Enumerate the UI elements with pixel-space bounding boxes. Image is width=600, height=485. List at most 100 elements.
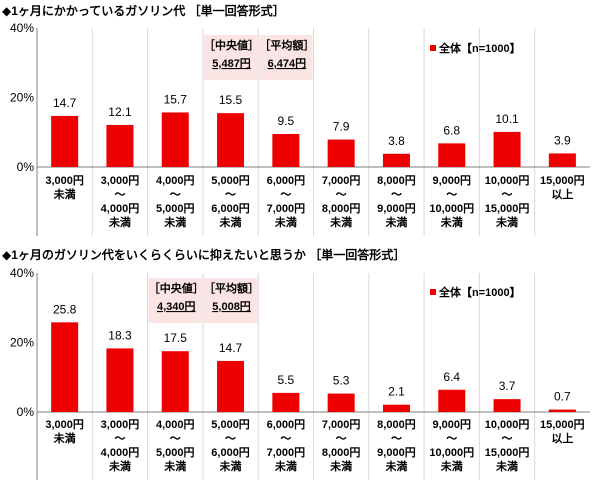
annotation-label: ［平均額］: [204, 281, 259, 295]
bar: [217, 360, 245, 412]
annotation-value: 5,487円: [212, 57, 251, 70]
bar: [382, 153, 410, 167]
x-tick-label: ～: [336, 433, 347, 445]
data-label: 9.5: [278, 114, 295, 128]
bar: [548, 153, 576, 167]
x-tick-label: 15,000円: [540, 418, 585, 431]
x-tick-label: 8,000円: [377, 418, 416, 431]
x-tick-label: 未満: [274, 215, 297, 229]
bar: [51, 322, 79, 412]
x-tick-label: 5,000円: [156, 202, 195, 215]
data-label: 12.1: [108, 105, 132, 119]
legend-label: 全体【n=1000】: [438, 285, 521, 299]
x-tick-label: 未満: [219, 459, 242, 473]
x-tick-label: 未満: [329, 215, 352, 229]
x-tick-label: ～: [502, 433, 513, 445]
x-tick-label: 6,000円: [211, 202, 250, 215]
chart-title: ◆1ヶ月にかかっているガソリン代 ［単一回答形式］: [2, 3, 285, 18]
x-tick-label: 3,000円: [45, 418, 84, 431]
chart-title: ◆1ヶ月のガソリン代をいくらくらいに抑えたいと思うか ［単一回答形式］: [2, 247, 405, 262]
x-tick-label: ～: [170, 433, 181, 445]
x-tick-label: ～: [391, 189, 402, 201]
x-tick-label: 未満: [53, 187, 76, 201]
x-tick-label: 未満: [440, 215, 463, 229]
bar: [161, 112, 189, 167]
x-tick-label: ～: [225, 189, 236, 201]
x-tick-label: 未満: [163, 215, 186, 229]
annotation-label: ［中央値］: [149, 281, 204, 295]
bar: [106, 348, 134, 412]
x-tick-label: 未満: [108, 215, 131, 229]
x-tick-label: 4,000円: [101, 202, 140, 215]
data-label: 10.1: [495, 112, 519, 126]
x-tick-label: 7,000円: [267, 446, 306, 459]
x-tick-label: ～: [114, 189, 125, 201]
bar: [272, 133, 300, 167]
bar: [382, 404, 410, 412]
x-tick-label: 6,000円: [211, 446, 250, 459]
data-label: 3.7: [499, 379, 516, 393]
annotation-box: [203, 35, 258, 80]
x-tick-label: 5,000円: [211, 174, 250, 187]
data-label: 7.9: [333, 120, 350, 134]
legend-label: 全体【n=1000】: [438, 41, 521, 55]
data-label: 0.7: [554, 390, 571, 404]
x-tick-label: 4,000円: [101, 446, 140, 459]
x-tick-label: 8,000円: [322, 202, 361, 215]
legend-swatch: [430, 45, 436, 51]
annotation-box: [148, 278, 202, 323]
x-tick-label: 未満: [384, 215, 407, 229]
x-tick-label: 未満: [108, 459, 131, 473]
x-tick-label: 未満: [53, 431, 76, 445]
data-label: 25.8: [53, 302, 77, 316]
x-tick-label: ～: [502, 189, 513, 201]
bar: [493, 399, 521, 412]
x-tick-label: 15,000円: [540, 174, 585, 187]
data-label: 14.7: [53, 96, 77, 110]
bar: [327, 393, 355, 412]
x-tick-label: 未満: [274, 459, 297, 473]
y-tick-label: 20%: [10, 336, 34, 350]
legend-swatch: [430, 289, 436, 295]
data-label: 6.8: [443, 123, 460, 137]
annotation-value: 6,474円: [268, 57, 307, 70]
bar: [438, 143, 466, 167]
x-tick-label: 未満: [219, 215, 242, 229]
y-tick-label: 0%: [17, 160, 35, 174]
x-tick-label: ～: [280, 189, 291, 201]
y-tick-label: 20%: [10, 91, 34, 105]
x-tick-label: 7,000円: [322, 174, 361, 187]
annotation-label: ［平均額］: [259, 38, 314, 52]
data-label: 3.9: [554, 133, 571, 147]
x-tick-label: 10,000円: [429, 202, 474, 215]
x-tick-label: 10,000円: [485, 174, 530, 187]
x-tick-label: 9,000円: [377, 446, 416, 459]
data-label: 18.3: [108, 328, 132, 342]
x-tick-label: 未満: [384, 459, 407, 473]
x-tick-label: 未満: [440, 459, 463, 473]
bar: [106, 124, 134, 167]
data-label: 14.7: [219, 341, 243, 355]
x-tick-label: 8,000円: [377, 174, 416, 187]
bar: [161, 351, 189, 412]
x-tick-label: 5,000円: [211, 418, 250, 431]
data-label: 5.3: [333, 374, 350, 388]
x-tick-label: 未満: [329, 459, 352, 473]
x-tick-label: 7,000円: [267, 202, 306, 215]
x-tick-label: 未満: [163, 459, 186, 473]
annotation-value: 5,008円: [212, 300, 251, 313]
x-tick-label: 以上: [551, 431, 573, 445]
x-tick-label: 9,000円: [377, 202, 416, 215]
x-tick-label: ～: [336, 189, 347, 201]
chart-1: ◆1ヶ月にかかっているガソリン代 ［単一回答形式］ ［中央値］ 5,487円 ［平均額…: [2, 3, 590, 236]
x-tick-label: 以上: [551, 187, 573, 201]
x-tick-label: 7,000円: [322, 418, 361, 431]
data-label: 5.5: [278, 373, 295, 387]
x-tick-label: 5,000円: [156, 446, 195, 459]
data-label: 15.7: [164, 92, 188, 106]
x-tick-label: 6,000円: [267, 174, 306, 187]
chart-2: ◆1ヶ月のガソリン代をいくらくらいに抑えたいと思うか ［単一回答形式］ ［中央値］…: [2, 247, 590, 480]
bar: [548, 409, 576, 412]
x-tick-label: 未満: [495, 459, 518, 473]
